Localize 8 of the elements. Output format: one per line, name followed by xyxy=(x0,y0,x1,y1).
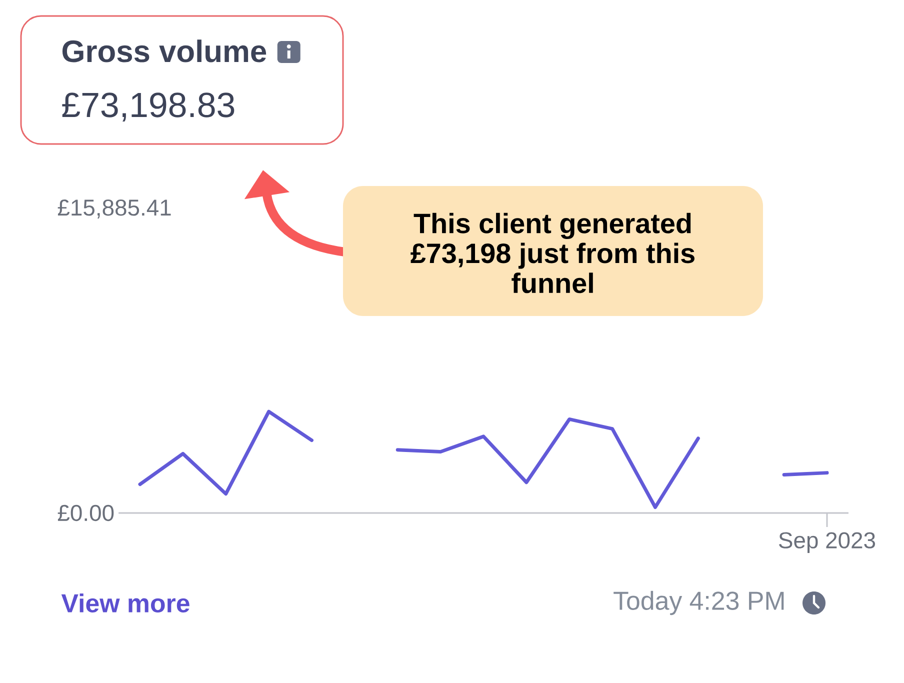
y-tick-label: £15,885.41 xyxy=(58,200,171,218)
y-tick-label: £0.00 xyxy=(58,504,114,522)
annotation: This client generated £73,198 just from this funnel xyxy=(410,212,694,294)
text: Today 4:23 PM xyxy=(614,590,784,616)
x-tick-label: Sep 2023 xyxy=(779,532,876,553)
text: View more xyxy=(61,593,190,613)
chart-title: Gross volume xyxy=(62,40,266,62)
chart-subtitle: £73,198.83 xyxy=(62,92,234,122)
